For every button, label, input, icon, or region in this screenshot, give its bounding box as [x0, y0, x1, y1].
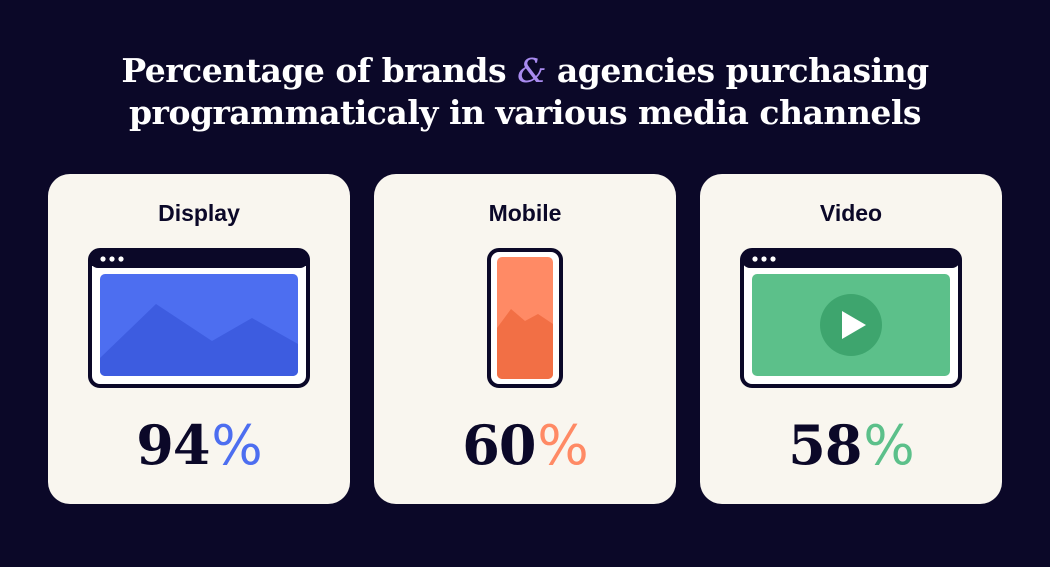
chart-title: Percentage of brands & agencies purchasi… — [0, 50, 1050, 134]
value-number-mobile: 60 — [462, 413, 536, 477]
percent-sign-mobile: % — [537, 414, 588, 477]
browser-play-icon — [700, 246, 1002, 390]
title-text-b: agencies purchasing — [545, 51, 929, 90]
card-label-display: Display — [158, 200, 240, 226]
title-text-a: Percentage of brands — [121, 51, 518, 90]
card-mobile: Mobile 60% — [374, 174, 676, 504]
phone-image-icon — [374, 246, 676, 390]
card-value-mobile: 60% — [374, 410, 676, 481]
card-value-display: 94% — [48, 410, 350, 481]
channel-cards: Display 94% Mobile 60% — [48, 174, 1002, 504]
card-label-video: Video — [819, 200, 883, 226]
card-display: Display 94% — [48, 174, 350, 504]
percent-sign-display: % — [211, 414, 262, 477]
chart-title-line-1: Percentage of brands & agencies purchasi… — [0, 50, 1050, 92]
percent-sign-video: % — [863, 414, 914, 477]
browser-image-icon — [48, 246, 350, 390]
card-label-mobile: Mobile — [488, 200, 562, 226]
chart-title-line-2: programmaticaly in various media channel… — [128, 93, 922, 132]
title-ampersand: & — [517, 51, 546, 90]
value-number-display: 94 — [136, 413, 210, 477]
card-video: Video 58% — [700, 174, 1002, 504]
card-value-video: 58% — [700, 410, 1002, 481]
value-number-video: 58 — [788, 413, 862, 477]
